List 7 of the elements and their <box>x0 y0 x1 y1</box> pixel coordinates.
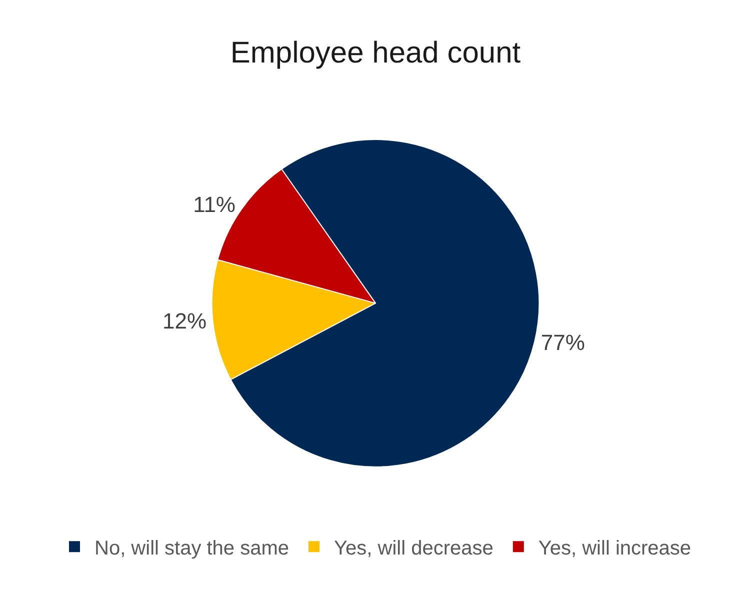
data-label: 12% <box>162 308 207 334</box>
legend-label: No, will stay the same <box>94 537 290 560</box>
data-label: 11% <box>193 192 236 218</box>
data-label: 77% <box>540 330 585 355</box>
legend-label: Yes, will decrease <box>334 537 494 560</box>
legend-label: Yes, will increase <box>538 537 692 560</box>
chart-title: Employee head count <box>230 36 522 70</box>
